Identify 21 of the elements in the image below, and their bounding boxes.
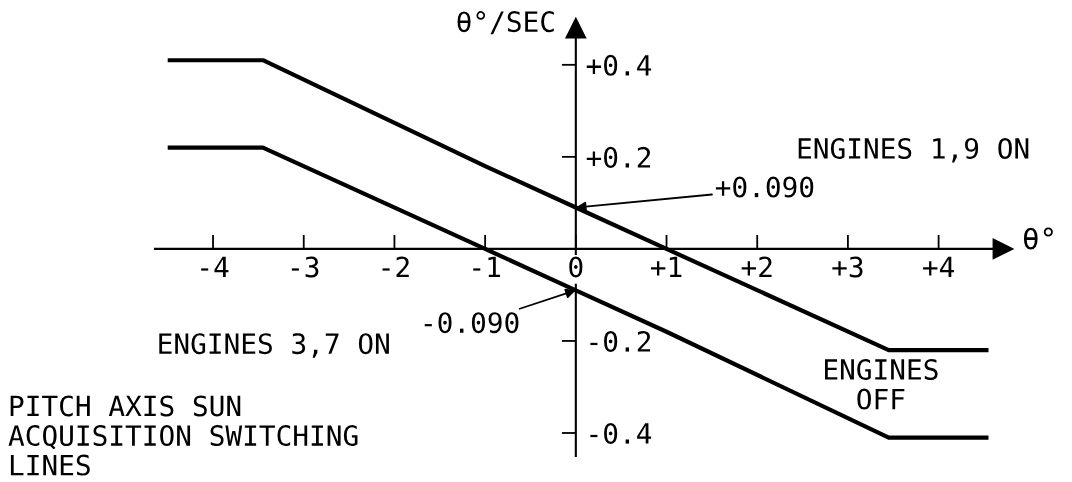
x-tick-label: +2	[741, 256, 772, 278]
annotation: +0.090	[715, 176, 814, 198]
x-tick-label: +4	[923, 256, 954, 278]
x-axis-title: θ°	[1023, 227, 1053, 250]
annotation: ENGINES 1,9 ON	[798, 137, 1029, 163]
x-tick-label: -4	[201, 256, 229, 278]
x-tick-label: -3	[291, 256, 319, 278]
y-axis-title: θ°/SEC	[457, 11, 554, 35]
y-tick-label: -0.4	[590, 423, 652, 445]
text: PITCH AXIS SUN ACQUISITION SWITCHING LINES	[8, 395, 358, 476]
annotation: -0.090	[424, 312, 519, 334]
x-tick-label: -2	[382, 256, 409, 278]
x-tick-label: -1	[473, 256, 500, 278]
y-tick-label: +0.4	[586, 54, 652, 76]
y-tick-label: -0.2	[590, 330, 651, 352]
x-tick-label: 0	[569, 256, 583, 278]
y-tick-label: +0.2	[586, 146, 651, 168]
x-tick-label: +1	[650, 256, 682, 278]
x-tick-label: +3	[832, 256, 863, 278]
annotation: ENGINES OFF	[825, 359, 938, 410]
annotation: ENGINES 3,7 ON	[159, 333, 389, 358]
